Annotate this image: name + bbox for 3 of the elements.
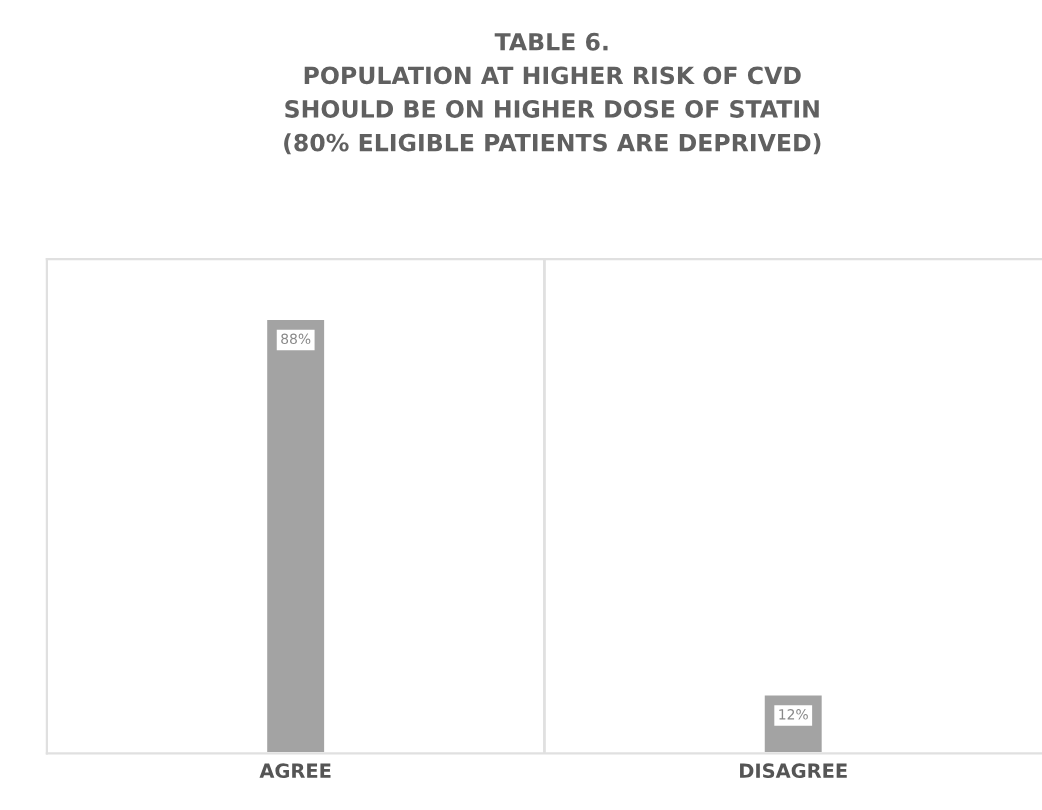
chart-title: TABLE 6. POPULATION AT HIGHER RISK OF CVD SHOULD BE ON HIGHER DOSE OF STATIN (80% ELIGIBLE PATIENTS ARE DEPRIVED) (284, 32, 821, 155)
x-tick-label: AGREE (259, 763, 331, 779)
x-tick-label: DISAGREE (740, 763, 847, 779)
